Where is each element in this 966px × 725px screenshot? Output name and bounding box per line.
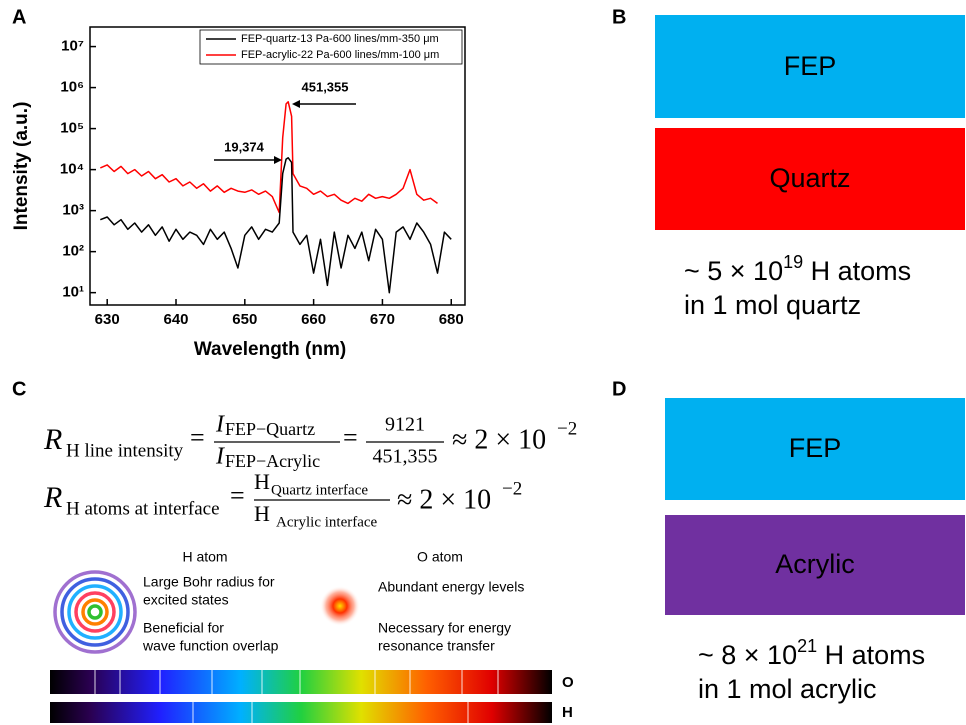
y-tick-label: 10⁵ bbox=[60, 120, 84, 137]
eq-number: 9121 bbox=[385, 414, 425, 436]
eq-symbol: I bbox=[215, 412, 225, 438]
x-tick-label: 660 bbox=[301, 311, 326, 328]
layer-label: FEP bbox=[784, 51, 837, 81]
y-tick-label: 10⁷ bbox=[61, 38, 84, 55]
y-tick-label: 10⁴ bbox=[60, 161, 84, 178]
y-tick-label: 10² bbox=[62, 243, 84, 260]
panel-label: A bbox=[12, 6, 26, 28]
series-line bbox=[100, 101, 438, 214]
caption-sup: 19 bbox=[783, 252, 803, 272]
arrow-head bbox=[292, 100, 300, 108]
y-tick-label: 10³ bbox=[62, 202, 84, 219]
layer-label: Quartz bbox=[769, 163, 850, 193]
spectrum-label: O bbox=[562, 674, 574, 691]
atom-title: O atom bbox=[417, 549, 463, 565]
caption: ~ 5 × 1019 H atoms bbox=[684, 252, 911, 286]
legend-label: FEP-acrylic-22 Pa-600 lines/mm-100 μm bbox=[241, 49, 439, 61]
atom-text: Beneficial for bbox=[143, 620, 224, 636]
eq-sub: Quartz interface bbox=[271, 482, 368, 498]
caption-part: H atoms bbox=[803, 256, 911, 286]
legend-label: FEP-quartz-13 Pa-600 lines/mm-350 μm bbox=[241, 33, 439, 45]
eq-symbol: I bbox=[215, 444, 225, 470]
eq-sub: Acrylic interface bbox=[276, 514, 378, 530]
eq-exponent: −2 bbox=[557, 418, 577, 439]
atom-text: resonance transfer bbox=[378, 638, 495, 654]
x-tick-label: 670 bbox=[370, 311, 395, 328]
annotation: 451,355 bbox=[302, 79, 349, 94]
caption-sup: 21 bbox=[797, 636, 817, 656]
arrow-head bbox=[274, 156, 282, 164]
atom-text: Necessary for energy bbox=[378, 620, 511, 636]
o-atom-icon bbox=[320, 586, 360, 626]
eq-op: = bbox=[230, 481, 245, 510]
caption: ~ 8 × 1021 H atoms bbox=[698, 636, 925, 670]
caption: in 1 mol quartz bbox=[684, 290, 861, 320]
x-tick-label: 640 bbox=[163, 311, 188, 328]
x-tick-label: 650 bbox=[232, 311, 257, 328]
atom-title: H atom bbox=[182, 549, 227, 565]
equation: R H line intensity = I FEP−Quartz I FEP−… bbox=[43, 412, 577, 531]
eq-sub: H atoms at interface bbox=[66, 498, 220, 519]
legend-box bbox=[199, 29, 463, 65]
series-line bbox=[100, 157, 452, 294]
eq-sub: FEP−Quartz bbox=[225, 419, 315, 439]
layer-label: FEP bbox=[789, 433, 842, 463]
atom-text: Abundant energy levels bbox=[378, 579, 524, 595]
panel-label: C bbox=[12, 378, 26, 400]
plot-frame bbox=[89, 26, 466, 306]
caption: in 1 mol acrylic bbox=[698, 674, 877, 704]
layer-label: Acrylic bbox=[775, 549, 855, 579]
x-tick-label: 680 bbox=[439, 311, 464, 328]
eq-number: 451,355 bbox=[373, 446, 438, 468]
eq-symbol: R bbox=[43, 481, 62, 514]
fep-layer bbox=[665, 398, 965, 500]
fep-layer bbox=[655, 15, 965, 118]
spectrum-label: H bbox=[562, 704, 573, 721]
quartz-layer bbox=[655, 128, 965, 230]
eq-approx: ≈ 2 × 10 bbox=[452, 424, 546, 455]
caption-part: ~ 5 × 10 bbox=[684, 256, 783, 286]
h-atom-icon bbox=[53, 570, 137, 654]
acrylic-layer bbox=[665, 515, 965, 615]
eq-symbol: H bbox=[254, 469, 270, 494]
eq-approx: ≈ 2 × 10 bbox=[397, 484, 491, 515]
atom-text: Large Bohr radius for bbox=[143, 574, 275, 590]
spectral-lines bbox=[94, 670, 499, 723]
y-axis-label: Intensity (a.u.) bbox=[11, 102, 32, 231]
eq-op: = bbox=[190, 423, 205, 452]
eq-symbol: R bbox=[43, 423, 62, 456]
chart: 10⁷10⁶10⁵10⁴10³10²10¹680670660650640630 … bbox=[11, 26, 466, 360]
eq-sub: FEP−Acrylic bbox=[225, 451, 320, 471]
panel-label: D bbox=[612, 378, 626, 400]
eq-op: = bbox=[343, 423, 358, 452]
atom-text: excited states bbox=[143, 592, 229, 608]
caption-part: H atoms bbox=[817, 640, 925, 670]
o-spectrum bbox=[50, 670, 552, 694]
eq-sub: H line intensity bbox=[66, 440, 184, 461]
atom-text: wave function overlap bbox=[142, 638, 279, 654]
caption-part: ~ 8 × 10 bbox=[698, 640, 797, 670]
x-tick-label: 630 bbox=[95, 311, 120, 328]
panel-label: B bbox=[612, 6, 626, 28]
y-tick-label: 10¹ bbox=[62, 284, 84, 301]
eq-exponent: −2 bbox=[502, 478, 522, 499]
annotation: 19,374 bbox=[224, 139, 265, 154]
x-axis-label: Wavelength (nm) bbox=[194, 339, 346, 360]
eq-symbol: H bbox=[254, 501, 270, 526]
h-spectrum bbox=[50, 702, 552, 723]
y-tick-label: 10⁶ bbox=[60, 79, 84, 96]
